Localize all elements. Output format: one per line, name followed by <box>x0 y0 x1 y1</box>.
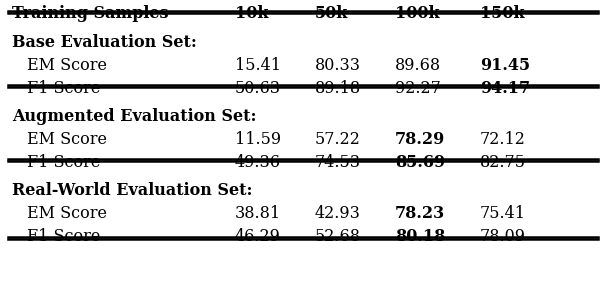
Text: 74.53: 74.53 <box>315 154 361 171</box>
Text: 80.18: 80.18 <box>395 228 445 245</box>
Text: 89.68: 89.68 <box>395 57 441 74</box>
Text: 72.12: 72.12 <box>480 131 526 148</box>
Text: EM Score: EM Score <box>27 57 107 74</box>
Text: 42.93: 42.93 <box>315 205 361 222</box>
Text: 10k: 10k <box>235 5 268 22</box>
Text: 75.41: 75.41 <box>480 205 526 222</box>
Text: 100k: 100k <box>395 5 439 22</box>
Text: 15.41: 15.41 <box>235 57 281 74</box>
Text: F1 Score: F1 Score <box>27 228 101 245</box>
Text: 11.59: 11.59 <box>235 131 281 148</box>
Text: Base Evaluation Set:: Base Evaluation Set: <box>12 34 197 51</box>
Text: EM Score: EM Score <box>27 131 107 148</box>
Text: Training Samples: Training Samples <box>12 5 168 22</box>
Text: 150k: 150k <box>480 5 525 22</box>
Text: 52.68: 52.68 <box>315 228 361 245</box>
Text: 38.81: 38.81 <box>235 205 281 222</box>
Text: F1 Score: F1 Score <box>27 80 101 97</box>
Text: F1 Score: F1 Score <box>27 154 101 171</box>
Text: EM Score: EM Score <box>27 205 107 222</box>
Text: 91.45: 91.45 <box>480 57 530 74</box>
Text: 78.09: 78.09 <box>480 228 526 245</box>
Text: 49.36: 49.36 <box>235 154 281 171</box>
Text: 92.27: 92.27 <box>395 80 441 97</box>
Text: 50k: 50k <box>315 5 348 22</box>
Text: Augmented Evaluation Set:: Augmented Evaluation Set: <box>12 108 256 125</box>
Text: 94.17: 94.17 <box>480 80 530 97</box>
Text: 85.69: 85.69 <box>395 154 445 171</box>
Text: Real-World Evaluation Set:: Real-World Evaluation Set: <box>12 182 253 199</box>
Text: 78.29: 78.29 <box>395 131 445 148</box>
Text: 82.75: 82.75 <box>480 154 526 171</box>
Text: 80.33: 80.33 <box>315 57 361 74</box>
Text: 46.29: 46.29 <box>235 228 281 245</box>
Text: 89.18: 89.18 <box>315 80 361 97</box>
Text: 50.63: 50.63 <box>235 80 281 97</box>
Text: 57.22: 57.22 <box>315 131 361 148</box>
Text: 78.23: 78.23 <box>395 205 445 222</box>
